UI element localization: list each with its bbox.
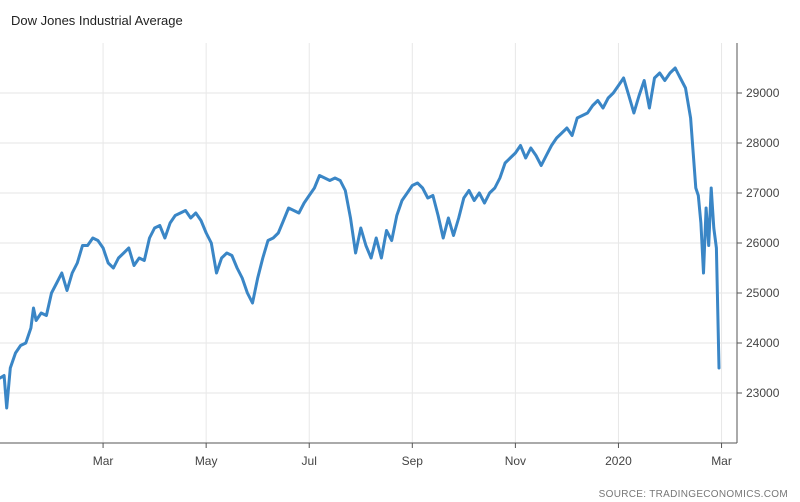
y-tick-label: 25000: [746, 286, 780, 300]
y-tick-label: 27000: [746, 186, 780, 200]
x-tick-label: Jul: [302, 454, 317, 468]
series-line: [0, 66, 721, 410]
grid-layer: [0, 43, 737, 443]
axis-layer: 23000 24000 25000 26000 27000 28000 29000 Mar Ma…: [0, 43, 780, 468]
x-tick-label: May: [195, 454, 218, 468]
x-tick-label: Mar: [711, 454, 732, 468]
x-tick-label: Nov: [505, 454, 526, 468]
chart-source: SOURCE: TRADINGECONOMICS.COM: [598, 489, 788, 500]
series-layer: [0, 66, 721, 410]
x-tick-label: 2020: [605, 454, 632, 468]
y-tick-label: 26000: [746, 236, 780, 250]
y-tick-label: 28000: [746, 136, 780, 150]
x-tick-label: Mar: [93, 454, 114, 468]
y-tick-label: 29000: [746, 86, 780, 100]
chart-title: Dow Jones Industrial Average: [11, 13, 183, 28]
y-tick-label: 24000: [746, 336, 780, 350]
y-tick-label: 23000: [746, 386, 780, 400]
x-tick-label: Sep: [402, 454, 424, 468]
